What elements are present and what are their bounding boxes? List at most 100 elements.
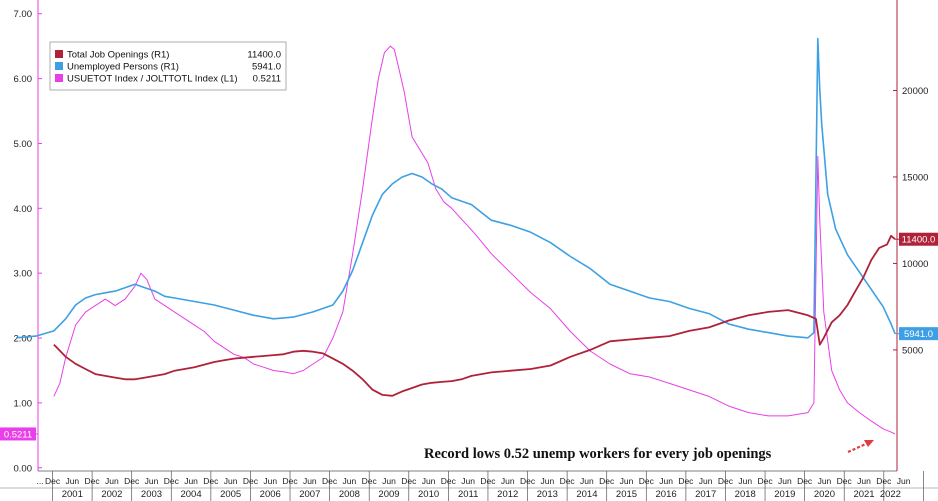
left-tick-label: 5.00 <box>14 139 33 150</box>
x-year-label: 2017 <box>695 489 716 500</box>
x-month-label: Dec <box>85 476 101 486</box>
x-year-label: 2015 <box>616 489 637 500</box>
series-line-0 <box>53 234 896 397</box>
x-month-label: Dec <box>639 476 655 486</box>
legend-value: 11400.0 <box>247 50 281 61</box>
right-tick-label: 15000 <box>902 172 928 183</box>
x-year-label: 2004 <box>180 489 201 500</box>
x-month-label: Dec <box>441 476 457 486</box>
legend-label: Unemployed Persons (R1) <box>67 62 179 73</box>
x-month-label: Dec <box>599 476 615 486</box>
x-year-label: 2005 <box>220 489 241 500</box>
x-month-label: Dec <box>837 476 853 486</box>
last-value-tag-1 <box>899 327 938 341</box>
x-month-label: Jun <box>659 476 673 486</box>
x-year-label: 2011 <box>458 489 478 500</box>
last-value-tag-text: 0.5211 <box>4 429 32 440</box>
x-year-label: 2020 <box>814 489 835 500</box>
x-month-label: Dec <box>876 476 892 486</box>
legend-swatch <box>55 50 63 58</box>
last-value-tag-text: 5941.0 <box>904 329 933 340</box>
left-tick-label: 3.00 <box>14 269 33 280</box>
x-month-label: Dec <box>45 476 61 486</box>
x-year-label: 2009 <box>378 489 399 500</box>
x-month-label: Dec <box>757 476 773 486</box>
x-month-label: Jun <box>382 476 396 486</box>
right-tick-label: 10000 <box>902 259 928 270</box>
right-tick-label: 5000 <box>902 345 923 356</box>
x-month-label: Dec <box>718 476 734 486</box>
x-month-label: Jun <box>699 476 713 486</box>
x-month-label: Jun <box>422 476 436 486</box>
legend-swatch <box>55 62 63 70</box>
legend-value: 5941.0 <box>252 62 281 73</box>
x-month-label: Jun <box>263 476 277 486</box>
left-tick-label: 6.00 <box>14 74 33 85</box>
left-tick-label: 1.00 <box>14 398 33 409</box>
x-month-label: Dec <box>322 476 338 486</box>
x-month-label: Jun <box>105 476 119 486</box>
x-month-label: Jun <box>65 476 79 486</box>
x-month-label: Dec <box>203 476 219 486</box>
x-month-label: Jun <box>184 476 198 486</box>
x-month-label: Jun <box>461 476 475 486</box>
x-month-label: Jun <box>580 476 594 486</box>
legend-label: USUETOT Index / JOLTTOTL Index (L1) <box>67 74 238 85</box>
legend-box <box>49 41 287 91</box>
left-tick-label: 2.00 <box>14 334 33 345</box>
x-month-label: Dec <box>282 476 298 486</box>
x-month-label: Dec <box>520 476 536 486</box>
x-month-label: Jun <box>857 476 871 486</box>
x-month-label: Jun <box>620 476 634 486</box>
x-year-label: 2006 <box>260 489 281 500</box>
last-value-tag-text: 11400.0 <box>902 235 936 246</box>
x-year-label: 2016 <box>656 489 677 500</box>
annotation-layer: Record lows 0.52 unemp workers for every… <box>424 440 874 462</box>
left-tick-label: 4.00 <box>14 204 33 215</box>
x-year-label: 2014 <box>576 489 597 500</box>
x-month-label: Dec <box>560 476 576 486</box>
x-year-label: 2008 <box>339 489 360 500</box>
left-tick-label: 7.00 <box>14 9 33 20</box>
x-month-label: Jun <box>224 476 238 486</box>
x-month-label: Dec <box>480 476 496 486</box>
x-month-label: Jun <box>145 476 159 486</box>
x-year-label: 2002 <box>101 489 122 500</box>
x-year-label: 2007 <box>299 489 320 500</box>
x-month-label: Jun <box>738 476 752 486</box>
annotation-arrow-head <box>864 440 874 447</box>
x-month-label: Dec <box>678 476 694 486</box>
last-value-tag-0 <box>899 232 938 246</box>
x-year-label: 2010 <box>418 489 439 500</box>
annotation-arrow-line <box>847 441 869 454</box>
x-year-label: 2013 <box>537 489 558 500</box>
series-line-1 <box>16 37 896 339</box>
x-month-label: Dec <box>401 476 417 486</box>
x-year-label: 2022 <box>880 489 901 500</box>
series-layer <box>16 37 896 435</box>
x-year-label: 2012 <box>497 489 518 500</box>
x-year-label: 2021 <box>853 489 874 500</box>
x-year-label: 2003 <box>141 489 162 500</box>
x-month-label: Dec <box>164 476 180 486</box>
x-month-label: Dec <box>797 476 813 486</box>
legend: Total Job Openings (R1) 11400.0 Unemployed… <box>49 41 287 91</box>
legend-swatch <box>55 74 63 82</box>
x-month-label: Dec <box>124 476 140 486</box>
legend-label: Total Job Openings (R1) <box>67 50 169 61</box>
x-month-label: Jun <box>818 476 832 486</box>
x-leading-label: ... <box>36 476 43 486</box>
x-month-label: Jun <box>778 476 792 486</box>
x-month-label: Dec <box>243 476 259 486</box>
legend-value: 0.5211 <box>253 74 281 85</box>
annotation-text: Record lows 0.52 unemp workers for every… <box>424 446 772 462</box>
left-tick-label: 0.00 <box>14 463 33 474</box>
x-month-label: Dec <box>362 476 378 486</box>
series-line-2 <box>53 45 896 435</box>
last-value-tag-2 <box>0 427 36 441</box>
x-year-label: 2019 <box>774 489 795 500</box>
x-month-label: Jun <box>343 476 357 486</box>
x-month-label: Jun <box>897 476 911 486</box>
